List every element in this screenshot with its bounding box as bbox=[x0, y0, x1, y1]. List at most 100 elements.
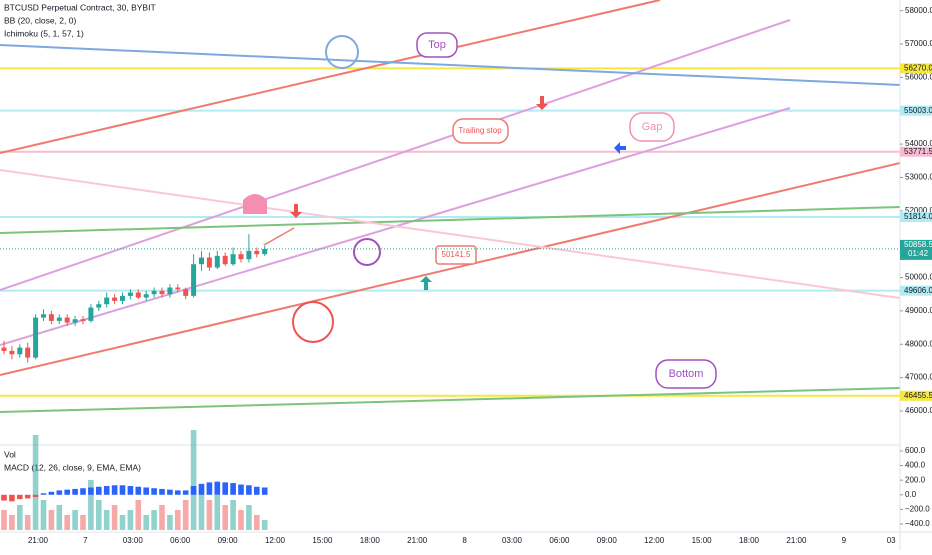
volume-bar bbox=[40, 500, 47, 530]
macd-bar bbox=[111, 485, 118, 495]
macd-bar bbox=[56, 490, 63, 495]
volume-bar bbox=[182, 500, 189, 530]
volume-bar bbox=[206, 500, 213, 530]
candle-body bbox=[127, 292, 133, 296]
volume-bar bbox=[88, 480, 94, 530]
macd-bar bbox=[1, 494, 7, 501]
level-label: 49606.0 bbox=[904, 286, 932, 295]
volume-bar bbox=[254, 515, 260, 530]
candle-body bbox=[230, 254, 236, 265]
macd-bar bbox=[238, 484, 244, 495]
macd-bar bbox=[143, 487, 149, 495]
x-tick-label: 9 bbox=[842, 536, 847, 545]
candle-body bbox=[246, 250, 252, 260]
candle-body bbox=[214, 255, 220, 268]
y2-tick-label: 200.0 bbox=[905, 475, 926, 484]
macd-bar bbox=[175, 490, 181, 495]
y-tick-label: 57000.0 bbox=[905, 39, 932, 48]
annotation: Gap bbox=[642, 121, 663, 133]
candle-body bbox=[143, 294, 149, 298]
x-tick-label: 12:00 bbox=[644, 536, 665, 545]
y-tick-label: 52000.0 bbox=[905, 206, 932, 215]
level-tag bbox=[900, 390, 932, 401]
volume-bar bbox=[222, 505, 228, 530]
countdown-label: 01:42 bbox=[908, 249, 929, 258]
annotation: 50141.5 bbox=[442, 250, 471, 259]
volume-bar bbox=[24, 515, 31, 530]
candle-body bbox=[104, 297, 110, 305]
volume-bar bbox=[198, 490, 205, 530]
candle-body bbox=[33, 317, 39, 358]
macd-bar bbox=[103, 486, 110, 495]
macd-bar bbox=[198, 483, 205, 495]
chart-title: BTCUSD Perpetual Contract, 30, BYBIT bbox=[4, 2, 156, 12]
macd-bar bbox=[167, 489, 173, 495]
volume-bar bbox=[32, 435, 39, 530]
y2-tick-label: 600.0 bbox=[905, 446, 926, 455]
y2-tick-label: 400.0 bbox=[905, 461, 926, 470]
volume-bar bbox=[175, 510, 181, 530]
candle-body bbox=[254, 250, 260, 255]
y-tick-label: 46000.0 bbox=[905, 406, 932, 415]
level-tag bbox=[900, 105, 932, 116]
indicator-label: MACD (12, 26, close, 9, EMA, EMA) bbox=[4, 462, 141, 472]
macd-bar bbox=[206, 482, 213, 495]
macd-bar bbox=[246, 485, 252, 495]
volume-bar bbox=[246, 505, 252, 530]
candle-body bbox=[222, 255, 228, 265]
x-tick-label: 03 bbox=[887, 536, 896, 545]
annotation: Bottom bbox=[669, 368, 704, 380]
volume-bar bbox=[167, 515, 173, 530]
x-tick-label: 12:00 bbox=[265, 536, 286, 545]
volume-bar bbox=[135, 500, 142, 530]
macd-bar bbox=[32, 494, 39, 497]
last-price-label: 50858.5 bbox=[904, 240, 932, 249]
volume-bar bbox=[17, 505, 23, 530]
volume-bar bbox=[64, 515, 70, 530]
volume-bar bbox=[159, 505, 165, 530]
volume-bar bbox=[230, 500, 236, 530]
macd-bar bbox=[72, 488, 78, 495]
volume-bar bbox=[214, 495, 221, 530]
volume-bar bbox=[1, 510, 7, 530]
candle-body bbox=[199, 257, 204, 265]
candle-body bbox=[64, 317, 70, 323]
candle-body bbox=[9, 350, 15, 355]
volume-bar bbox=[190, 430, 197, 530]
level-label: 55003.0 bbox=[904, 106, 932, 115]
macd-bar bbox=[9, 494, 15, 502]
candle-body bbox=[25, 347, 31, 358]
y-tick-label: 58000.0 bbox=[905, 6, 932, 15]
macd-bar bbox=[151, 488, 157, 495]
volume-bar bbox=[80, 515, 86, 530]
candle-body bbox=[96, 304, 102, 308]
macd-bar bbox=[88, 487, 94, 495]
candle-body bbox=[183, 289, 189, 296]
volume-bar bbox=[119, 515, 126, 530]
macd-bar bbox=[80, 488, 86, 495]
volume-bar bbox=[56, 505, 63, 530]
volume-bar bbox=[96, 500, 102, 530]
y-tick-label: 53000.0 bbox=[905, 173, 932, 182]
y-tick-label: 48000.0 bbox=[905, 339, 932, 348]
y2-tick-label: −200.0 bbox=[905, 504, 930, 513]
candle-body bbox=[17, 347, 23, 355]
y-tick-label: 54000.0 bbox=[905, 139, 932, 148]
y-tick-label: 49000.0 bbox=[905, 306, 932, 315]
candle-body bbox=[112, 297, 118, 301]
candle-body bbox=[238, 254, 244, 260]
y-tick-label: 56000.0 bbox=[905, 73, 932, 82]
x-tick-label: 18:00 bbox=[360, 536, 381, 545]
last-price-tag bbox=[900, 239, 932, 260]
volume-bar bbox=[151, 510, 157, 530]
x-tick-label: 03:00 bbox=[123, 536, 144, 545]
x-tick-label: 21:00 bbox=[786, 536, 807, 545]
candle-body bbox=[151, 290, 157, 295]
macd-bar bbox=[127, 486, 134, 495]
x-tick-label: 09:00 bbox=[597, 536, 618, 545]
x-tick-label: 03:00 bbox=[502, 536, 523, 545]
x-tick-label: 06:00 bbox=[170, 536, 191, 545]
y2-tick-label: 0.0 bbox=[905, 490, 917, 499]
